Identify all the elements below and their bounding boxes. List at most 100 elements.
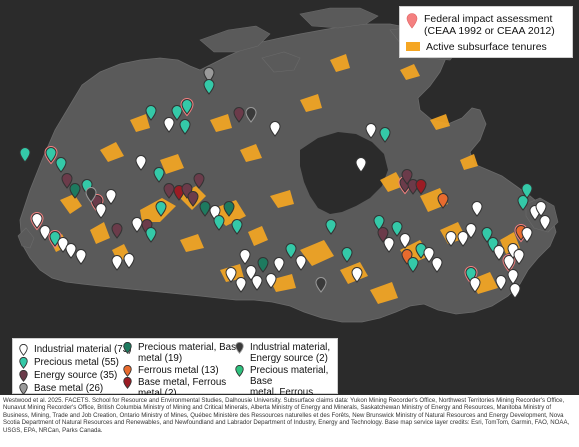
assessment-pin[interactable] xyxy=(75,249,87,265)
assessment-pin[interactable] xyxy=(355,157,367,173)
assessment-pin[interactable] xyxy=(513,249,525,265)
assessment-pin[interactable] xyxy=(199,201,211,217)
assessment-pin[interactable] xyxy=(341,247,353,263)
pin-marker xyxy=(163,117,175,133)
map-canvas[interactable] xyxy=(0,0,579,395)
assessment-pin[interactable] xyxy=(315,277,327,293)
assessment-pin[interactable] xyxy=(407,179,419,195)
pin-marker xyxy=(379,127,391,143)
assessment-pin[interactable] xyxy=(521,227,533,243)
assessment-pin[interactable] xyxy=(379,127,391,143)
assessment-pin[interactable] xyxy=(173,185,185,201)
assessment-pin[interactable] xyxy=(111,223,123,239)
assessment-pin[interactable] xyxy=(65,243,77,259)
pin-marker xyxy=(503,255,515,271)
pin-marker xyxy=(495,275,507,291)
assessment-pin[interactable] xyxy=(19,147,31,163)
assessment-pin[interactable] xyxy=(295,255,307,271)
pin-marker xyxy=(171,105,183,121)
legend-pin-icon xyxy=(123,365,132,377)
pin-marker xyxy=(95,203,107,219)
assessment-pin[interactable] xyxy=(233,107,245,123)
assessment-pin[interactable] xyxy=(131,217,143,233)
assessment-pin[interactable] xyxy=(471,201,483,217)
assessment-pin[interactable] xyxy=(213,215,225,231)
assessment-pin[interactable] xyxy=(155,201,167,217)
assessment-pin[interactable] xyxy=(502,254,516,273)
assessment-pin[interactable] xyxy=(391,221,403,237)
assessment-pin[interactable] xyxy=(507,269,519,285)
assessment-pin[interactable] xyxy=(273,257,285,273)
assessment-pin[interactable] xyxy=(235,277,247,293)
pin-marker xyxy=(45,147,57,163)
assessment-pin[interactable] xyxy=(193,173,205,189)
assessment-pin[interactable] xyxy=(373,215,385,231)
pin-marker xyxy=(325,219,337,235)
assessment-pin[interactable] xyxy=(401,169,413,185)
assessment-pin[interactable] xyxy=(415,179,427,195)
assessment-pin[interactable] xyxy=(61,173,73,189)
tenure-patch xyxy=(160,154,184,174)
assessment-pin[interactable] xyxy=(105,189,117,205)
assessment-pin[interactable] xyxy=(231,219,243,235)
assessment-pin[interactable] xyxy=(509,283,521,299)
assessment-pin[interactable] xyxy=(365,123,377,139)
assessment-pins[interactable] xyxy=(19,67,551,299)
assessment-pin[interactable] xyxy=(415,243,427,259)
assessment-pin[interactable] xyxy=(145,105,157,121)
assessment-pin[interactable] xyxy=(153,167,165,183)
assessment-pin[interactable] xyxy=(180,98,194,117)
assessment-pin[interactable] xyxy=(285,243,297,259)
assessment-pin[interactable] xyxy=(135,155,147,171)
assessment-pin[interactable] xyxy=(257,257,269,273)
assessment-pin[interactable] xyxy=(269,121,281,137)
assessment-pin[interactable] xyxy=(465,223,477,239)
assessment-pin[interactable] xyxy=(203,79,215,95)
assessment-pin[interactable] xyxy=(351,267,363,283)
assessment-pin[interactable] xyxy=(145,227,157,243)
assessment-pin[interactable] xyxy=(55,157,67,173)
assessment-pin[interactable] xyxy=(469,277,481,293)
assessment-pin[interactable] xyxy=(44,146,58,165)
assessment-pin[interactable] xyxy=(39,225,51,241)
assessment-pin[interactable] xyxy=(187,191,199,207)
pin-marker xyxy=(193,173,205,189)
assessment-pin[interactable] xyxy=(225,267,237,283)
assessment-pin[interactable] xyxy=(423,247,435,263)
assessment-pin[interactable] xyxy=(457,231,469,247)
assessment-pin[interactable] xyxy=(69,183,81,199)
assessment-pin[interactable] xyxy=(495,275,507,291)
assessment-pin[interactable] xyxy=(535,201,547,217)
assessment-pin[interactable] xyxy=(325,219,337,235)
assessment-pin[interactable] xyxy=(251,275,263,291)
assessment-pin[interactable] xyxy=(30,212,44,231)
assessment-pin[interactable] xyxy=(111,255,123,271)
assessment-pin[interactable] xyxy=(539,215,551,231)
assessment-pin[interactable] xyxy=(163,117,175,133)
pin-marker xyxy=(391,221,403,237)
assessment-pin[interactable] xyxy=(431,257,443,273)
assessment-pin[interactable] xyxy=(265,273,277,289)
assessment-pin[interactable] xyxy=(517,195,529,211)
assessment-pin[interactable] xyxy=(239,249,251,265)
assessment-pin[interactable] xyxy=(445,231,457,247)
pin-marker xyxy=(75,249,87,265)
assessment-pin[interactable] xyxy=(383,237,395,253)
assessment-pin[interactable] xyxy=(85,187,97,203)
assessment-pin[interactable] xyxy=(399,233,411,249)
assessment-pin[interactable] xyxy=(223,201,235,217)
assessment-pin[interactable] xyxy=(203,67,215,83)
assessment-pin[interactable] xyxy=(171,105,183,121)
pin-marker xyxy=(145,105,157,121)
assessment-pin[interactable] xyxy=(123,253,135,269)
assessment-pin[interactable] xyxy=(493,245,505,261)
assessment-pin[interactable] xyxy=(437,193,449,209)
pin-marker xyxy=(155,201,167,217)
assessment-pin[interactable] xyxy=(95,203,107,219)
assessment-pin[interactable] xyxy=(407,257,419,273)
pin-marker xyxy=(173,185,185,201)
assessment-pin[interactable] xyxy=(245,107,257,123)
assessment-pin[interactable] xyxy=(163,183,175,199)
assessment-pin[interactable] xyxy=(521,183,533,199)
assessment-pin[interactable] xyxy=(179,119,191,135)
